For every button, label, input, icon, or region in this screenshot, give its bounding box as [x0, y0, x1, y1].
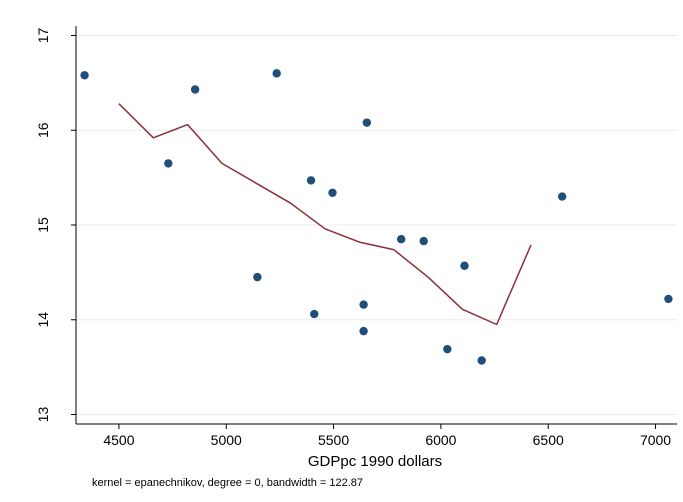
data-point	[164, 159, 173, 168]
data-point	[190, 85, 200, 94]
x-tick-label: 5500	[318, 432, 349, 448]
gridlines	[76, 34, 677, 416]
data-point	[557, 192, 567, 201]
x-axis-title: GDPpc 1990 dollars	[308, 453, 442, 470]
data-point	[362, 118, 372, 127]
data-point	[443, 344, 452, 354]
data-point	[477, 356, 486, 365]
data-point	[328, 188, 337, 197]
data-point	[396, 235, 406, 244]
x-tick-label: 7000	[640, 432, 671, 448]
x-tick-label: 5000	[211, 432, 242, 448]
data-point	[310, 309, 319, 319]
data-point	[272, 69, 281, 78]
y-tick-label: 16	[35, 122, 51, 138]
y-tick-label: 13	[35, 407, 51, 423]
data-point	[306, 176, 316, 185]
y-tick-label: 14	[35, 312, 51, 328]
data-point	[359, 326, 368, 336]
x-tick-label: 6000	[425, 432, 456, 448]
y-tick-label: 15	[35, 217, 51, 233]
chart-note: kernel = epanechnikov, degree = 0, bandw…	[92, 477, 363, 489]
x-tick-label: 4500	[103, 432, 134, 448]
data-point	[419, 236, 428, 246]
data-point	[359, 300, 368, 309]
scatter-points	[80, 69, 673, 365]
data-point	[664, 294, 673, 304]
data-point	[460, 261, 469, 270]
smoothed-line-series	[118, 103, 532, 326]
y-tick-label: 17	[35, 27, 51, 43]
axes: 13 14 15 16 17 4500 5000 5500 6000 6500 7000	[35, 26, 677, 448]
data-point	[80, 71, 89, 80]
smoothed-line	[118, 103, 532, 326]
data-point	[253, 272, 262, 282]
x-tick-label: 6500	[533, 432, 564, 448]
